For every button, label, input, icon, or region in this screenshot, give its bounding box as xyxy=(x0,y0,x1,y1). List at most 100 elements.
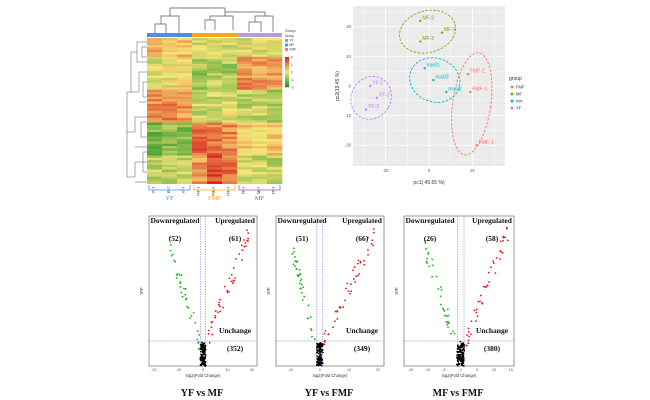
heatmap-cell xyxy=(192,96,208,100)
heatmap-cell xyxy=(162,59,178,62)
upregulated-point xyxy=(207,333,210,335)
downregulated-point xyxy=(445,321,448,323)
downregulated-point xyxy=(431,258,434,261)
heatmap-cell xyxy=(267,45,283,48)
heatmap-cell xyxy=(177,141,193,145)
heatmap-cell xyxy=(207,70,223,74)
upregulated-point xyxy=(357,274,359,277)
upregulated-point xyxy=(336,310,339,312)
upregulated-point xyxy=(466,334,468,337)
downregulated-point xyxy=(426,257,428,260)
unchanged-point xyxy=(463,346,465,348)
heatmap-cell xyxy=(192,75,208,79)
heatmap-cell xyxy=(177,89,193,93)
heatmap-cell xyxy=(252,106,268,109)
volcano-x-tick: -10 xyxy=(176,368,182,372)
upregulated-point xyxy=(232,282,234,284)
heatmap-cell xyxy=(237,108,253,112)
heatmap-cell xyxy=(252,49,268,53)
heatmap-cell xyxy=(177,153,193,156)
pca-point-label: FMF-1 xyxy=(479,140,494,146)
heatmap-cell xyxy=(252,153,268,156)
upregulated-point xyxy=(481,302,484,304)
upregulated-point xyxy=(470,333,472,336)
upregulated-point xyxy=(487,271,490,274)
heatmap-cell xyxy=(147,73,163,76)
upregulated-point xyxy=(336,317,339,320)
upregulated-point xyxy=(357,259,360,262)
upregulated-point xyxy=(243,239,245,241)
color-scale-step xyxy=(285,61,289,64)
heatmap-cell xyxy=(207,108,223,112)
heatmap-cell xyxy=(237,127,253,130)
heatmap-cell xyxy=(222,143,238,147)
unchanged-point xyxy=(461,356,464,359)
pca-point-label: YF-3 xyxy=(368,104,379,110)
heatmap-cell xyxy=(162,108,178,112)
heatmap-cell xyxy=(162,73,178,76)
heatmap-cell xyxy=(222,40,238,43)
heatmap-cell xyxy=(147,115,163,119)
unchanged-point xyxy=(204,346,207,348)
unchanged-point xyxy=(316,355,318,358)
heatmap-cell xyxy=(252,82,268,86)
unchanged-point xyxy=(316,351,319,354)
heatmap-cell xyxy=(267,103,283,107)
heatmap-cell xyxy=(207,148,223,152)
upregulated-point xyxy=(222,306,225,309)
heatmap-cell xyxy=(177,80,193,83)
heatmap-legend-swatch xyxy=(285,39,288,42)
heatmap-cell xyxy=(222,176,238,180)
heatmap-cell xyxy=(162,40,178,43)
heatmap-cell xyxy=(222,106,238,109)
heatmap-cell xyxy=(267,63,283,67)
heatmap-cell xyxy=(207,134,223,137)
heatmap-cell xyxy=(207,47,223,51)
pca-point xyxy=(440,31,444,34)
heatmap-cell xyxy=(267,136,283,140)
pca-point-label: FMF-3 xyxy=(472,86,487,92)
upregulated-point xyxy=(332,326,334,329)
unchanged-point xyxy=(203,360,205,363)
volcano-x-tick: 0 xyxy=(319,368,321,372)
heatmap-cell xyxy=(237,160,253,163)
heatmap-cell xyxy=(192,92,208,95)
downregulated-point xyxy=(307,304,310,307)
heatmap-cell xyxy=(267,132,283,135)
heatmap-cell xyxy=(267,143,283,147)
heatmap-panel: YF-1 YF-2 YF-3 FMF-1 FMF-2 FMF-3 MF-1 MF-2 MF-3 … xyxy=(126,7,296,202)
upregulated-point xyxy=(323,340,326,343)
unchanged-point xyxy=(456,344,459,347)
upregulated-point xyxy=(219,298,221,301)
volcano-x-tick: 20 xyxy=(376,368,380,372)
heatmap-cell xyxy=(192,47,208,51)
upregulated-point xyxy=(247,232,250,235)
color-scale-step xyxy=(285,66,289,68)
downregulated-point xyxy=(198,334,201,336)
unchanged-point xyxy=(200,364,203,367)
heatmap-cell xyxy=(222,103,238,107)
heatmap-cell xyxy=(147,56,163,60)
heatmap-cell xyxy=(192,169,208,173)
unchanged-point xyxy=(458,350,461,353)
upregulated-point xyxy=(334,320,336,323)
heatmap-cell xyxy=(252,150,268,154)
upregulated-point xyxy=(349,292,351,295)
heatmap-cell xyxy=(252,115,268,119)
upregulated-point xyxy=(366,236,369,239)
heatmap-cell xyxy=(237,85,253,88)
heatmap-cell xyxy=(177,85,193,88)
heatmap-cell xyxy=(207,52,223,55)
unchanged-point xyxy=(202,347,205,350)
pca-point-label: MF-1 xyxy=(444,27,456,33)
heatmap-cell xyxy=(267,141,283,145)
downregulated-point xyxy=(447,314,450,317)
pca-point-label: MF-3 xyxy=(422,36,434,42)
volcano-points xyxy=(291,228,375,367)
heatmap-cell xyxy=(252,54,268,58)
heatmap-cell xyxy=(177,96,193,100)
upregulated-point xyxy=(238,253,241,255)
pca-point xyxy=(432,78,435,82)
heatmap-cell xyxy=(177,181,193,184)
heatmap-cell xyxy=(177,120,193,123)
